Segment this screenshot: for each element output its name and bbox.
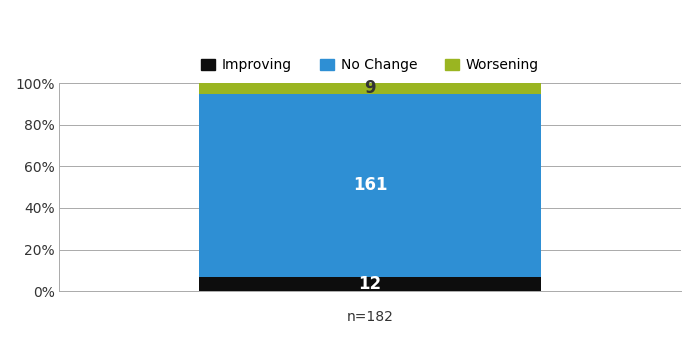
Bar (199, 278, 541, 291)
Text: 161: 161 (353, 176, 388, 194)
Text: n=182: n=182 (347, 310, 394, 324)
Text: 12: 12 (358, 275, 381, 293)
Legend: Improving, No Change, Worsening: Improving, No Change, Worsening (196, 53, 545, 78)
Bar (199, 83, 541, 94)
Bar (199, 94, 541, 278)
Text: 9: 9 (365, 79, 376, 97)
